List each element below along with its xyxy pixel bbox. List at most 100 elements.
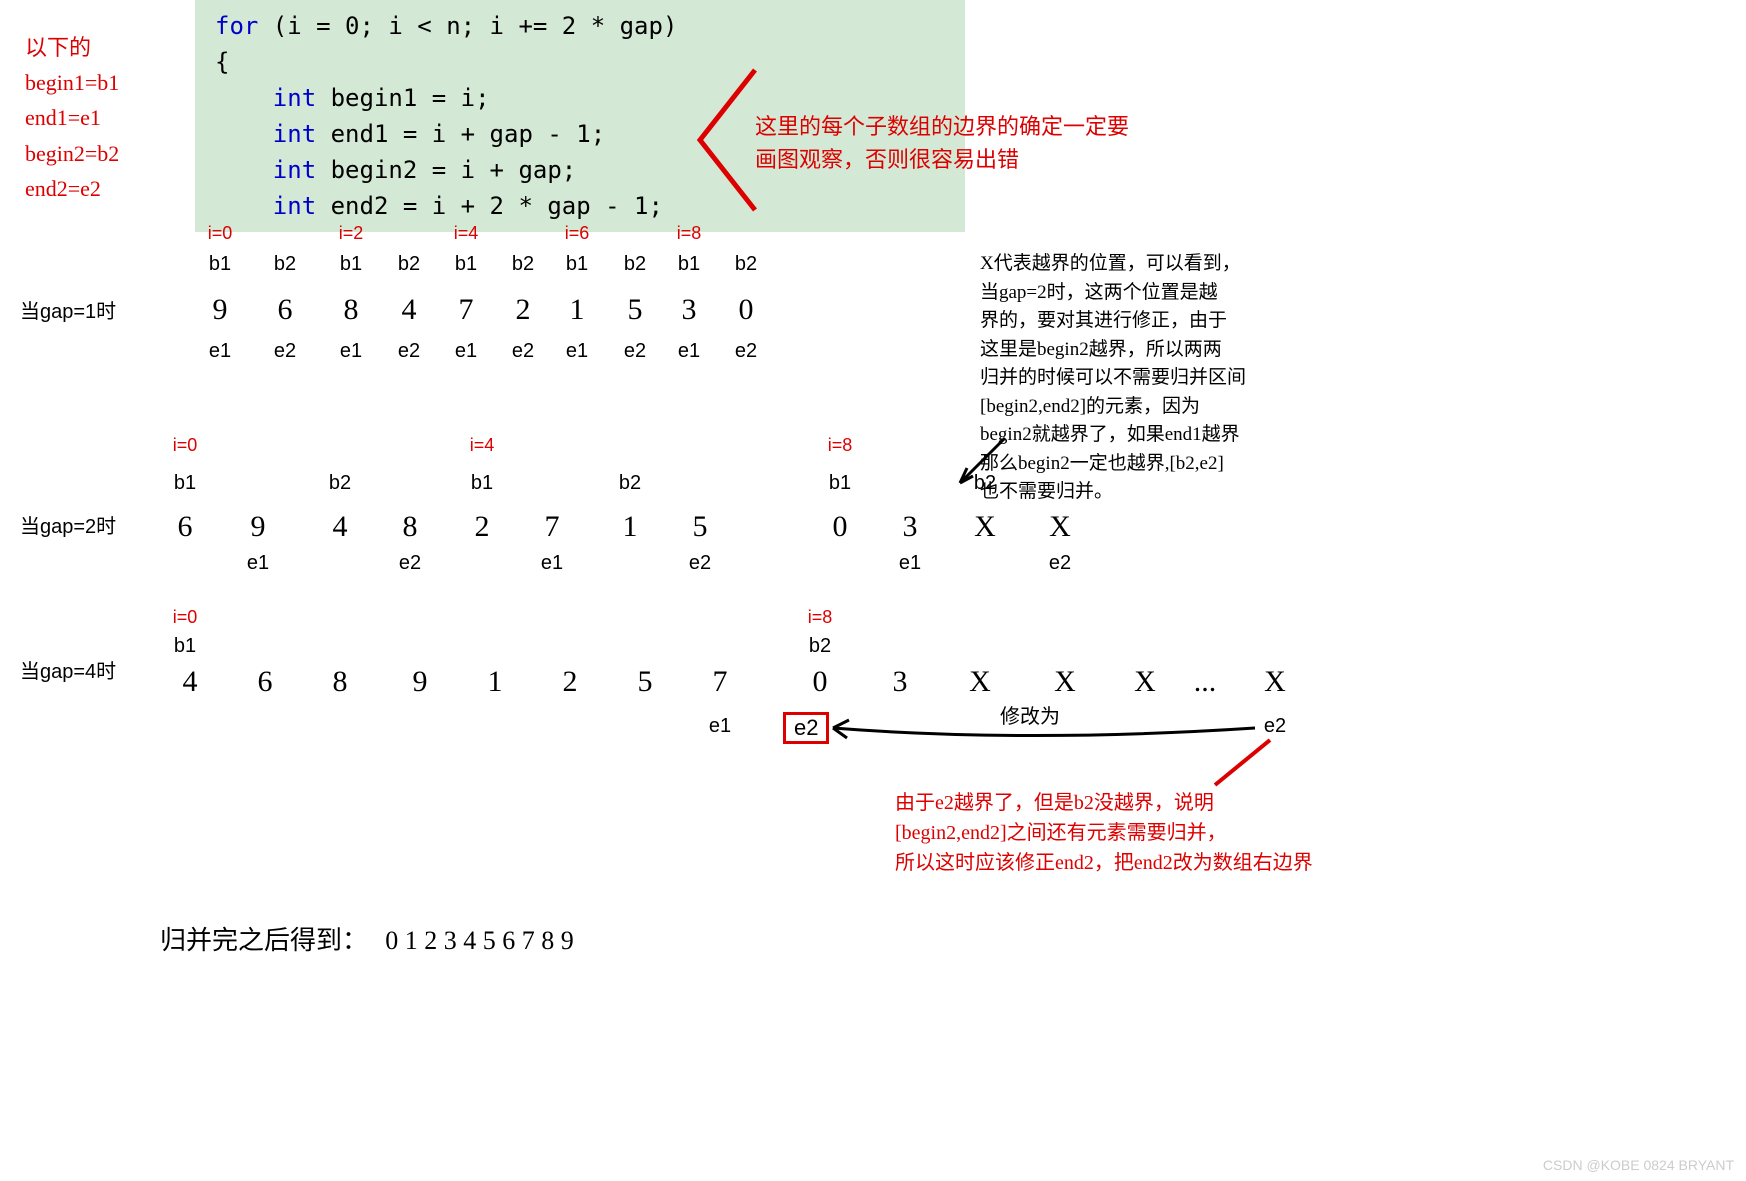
gap2-num: 8 [380, 510, 440, 544]
gap1-b: b1 [190, 253, 250, 276]
gap2-idx: i=4 [452, 435, 512, 456]
gap1-e: e2 [379, 340, 439, 363]
gap1-e: e2 [716, 340, 776, 363]
gap1-b: b2 [493, 253, 553, 276]
gap1-num: 0 [716, 293, 776, 327]
gap1-num: 8 [321, 293, 381, 327]
gap1-label: 当gap=1时 [20, 295, 116, 324]
ln4: end2=e2 [25, 176, 101, 201]
red-line-e2 [1210, 740, 1290, 790]
code-l1: (i = 0; i < n; i += 2 * gap) [258, 12, 677, 40]
gap4-num: 9 [390, 665, 450, 699]
final-label: 归并完之后得到： 0 1 2 3 4 5 6 7 8 9 [160, 920, 574, 957]
gap2-e: e1 [880, 552, 940, 575]
ln2: end1=e1 [25, 105, 101, 130]
gap1-num: 3 [659, 293, 719, 327]
note-right-top: 这里的每个子数组的边界的确定一定要 画图观察，否则很容易出错 [755, 110, 1129, 176]
gap1-b: b1 [436, 253, 496, 276]
gap2-b: b1 [810, 472, 870, 495]
gap1-b: b2 [255, 253, 315, 276]
gap4-idx: i=8 [790, 607, 850, 628]
gap2-b: b2 [600, 472, 660, 495]
gap1-e: e2 [255, 340, 315, 363]
gap2-num: 5 [670, 510, 730, 544]
gap1-e: e1 [547, 340, 607, 363]
gap1-num: 1 [547, 293, 607, 327]
ln0: 以下的 [25, 35, 91, 60]
gap2-num: 9 [228, 510, 288, 544]
gap4-num: 7 [690, 665, 750, 699]
gap2-e: e2 [1030, 552, 1090, 575]
gap4-num: 6 [235, 665, 295, 699]
gap1-num: 6 [255, 293, 315, 327]
gap1-idx: i=4 [436, 223, 496, 244]
code-l2: { [215, 44, 945, 80]
gap1-e: e2 [493, 340, 553, 363]
gap4-label: 当gap=4时 [20, 655, 116, 684]
code-v1: begin1 = i; [316, 84, 489, 112]
gap2-num: 4 [310, 510, 370, 544]
gap4-num: X [1115, 665, 1175, 699]
code-v3: begin2 = i + gap; [316, 156, 576, 184]
gap2-e: e1 [522, 552, 582, 575]
gap2-num: 6 [155, 510, 215, 544]
gap4-num: 4 [160, 665, 220, 699]
gap2-e: e1 [228, 552, 288, 575]
gap4-num: 5 [615, 665, 675, 699]
note-red-bottom: 由于e2越界了，但是b2没越界，说明 [begin2,end2]之间还有元素需要… [895, 788, 1313, 878]
gap2-num: X [1030, 510, 1090, 544]
gap2-num: 7 [522, 510, 582, 544]
kw-int1: int [273, 84, 316, 112]
code-v4: end2 = i + 2 * gap - 1; [316, 192, 663, 220]
gap2-e: e2 [380, 552, 440, 575]
gap4-num: X [950, 665, 1010, 699]
gap1-b: b2 [605, 253, 665, 276]
gap1-num: 4 [379, 293, 439, 327]
kw-for: for [215, 12, 258, 40]
gap4-num: 0 [790, 665, 850, 699]
gap4-num: 1 [465, 665, 525, 699]
watermark: CSDN @KOBE 0824 BRYANT [1543, 1157, 1734, 1173]
gap4-num: 3 [870, 665, 930, 699]
gap4-idx: i=0 [155, 607, 215, 628]
gap1-b: b2 [716, 253, 776, 276]
final-nums: 0 1 2 3 4 5 6 7 8 9 [385, 926, 574, 955]
gap1-num: 9 [190, 293, 250, 327]
gap2-b: b2 [955, 472, 1015, 495]
gap4-b: b1 [155, 635, 215, 658]
gap4-num: 2 [540, 665, 600, 699]
kw-int4: int [273, 192, 316, 220]
gap2-b: b2 [310, 472, 370, 495]
gap4-num: X [1245, 665, 1305, 699]
gap4-num: 8 [310, 665, 370, 699]
final-text: 归并完之后得到： [160, 925, 368, 955]
ln3: begin2=b2 [25, 141, 119, 166]
gap1-e: e1 [321, 340, 381, 363]
gap2-idx: i=8 [810, 435, 870, 456]
gap1-e: e2 [605, 340, 665, 363]
left-note: 以下的 begin1=b1 end1=e1 begin2=b2 end2=e2 [25, 30, 119, 206]
gap1-b: b1 [659, 253, 719, 276]
gap2-b: b1 [452, 472, 512, 495]
gap4-e1: e1 [690, 715, 750, 738]
gap1-num: 5 [605, 293, 665, 327]
gap2-label: 当gap=2时 [20, 510, 116, 539]
gap4-b: b2 [790, 635, 850, 658]
modify-label: 修改为 [980, 700, 1080, 729]
ln1: begin1=b1 [25, 70, 119, 95]
note-black: X代表越界的位置，可以看到， 当gap=2时，这两个位置是越 界的，要对其进行修… [980, 250, 1246, 507]
gap1-b: b2 [379, 253, 439, 276]
gap1-idx: i=0 [190, 223, 250, 244]
gap1-idx: i=8 [659, 223, 719, 244]
kw-int2: int [273, 120, 316, 148]
gap1-idx: i=6 [547, 223, 607, 244]
gap2-num: 0 [810, 510, 870, 544]
gap4-num: ... [1175, 665, 1235, 699]
e2-box: e2 [783, 712, 829, 744]
gap1-b: b1 [547, 253, 607, 276]
gap2-b: b1 [155, 472, 215, 495]
gap1-e: e1 [659, 340, 719, 363]
gap1-b: b1 [321, 253, 381, 276]
gap1-num: 2 [493, 293, 553, 327]
gap1-idx: i=2 [321, 223, 381, 244]
